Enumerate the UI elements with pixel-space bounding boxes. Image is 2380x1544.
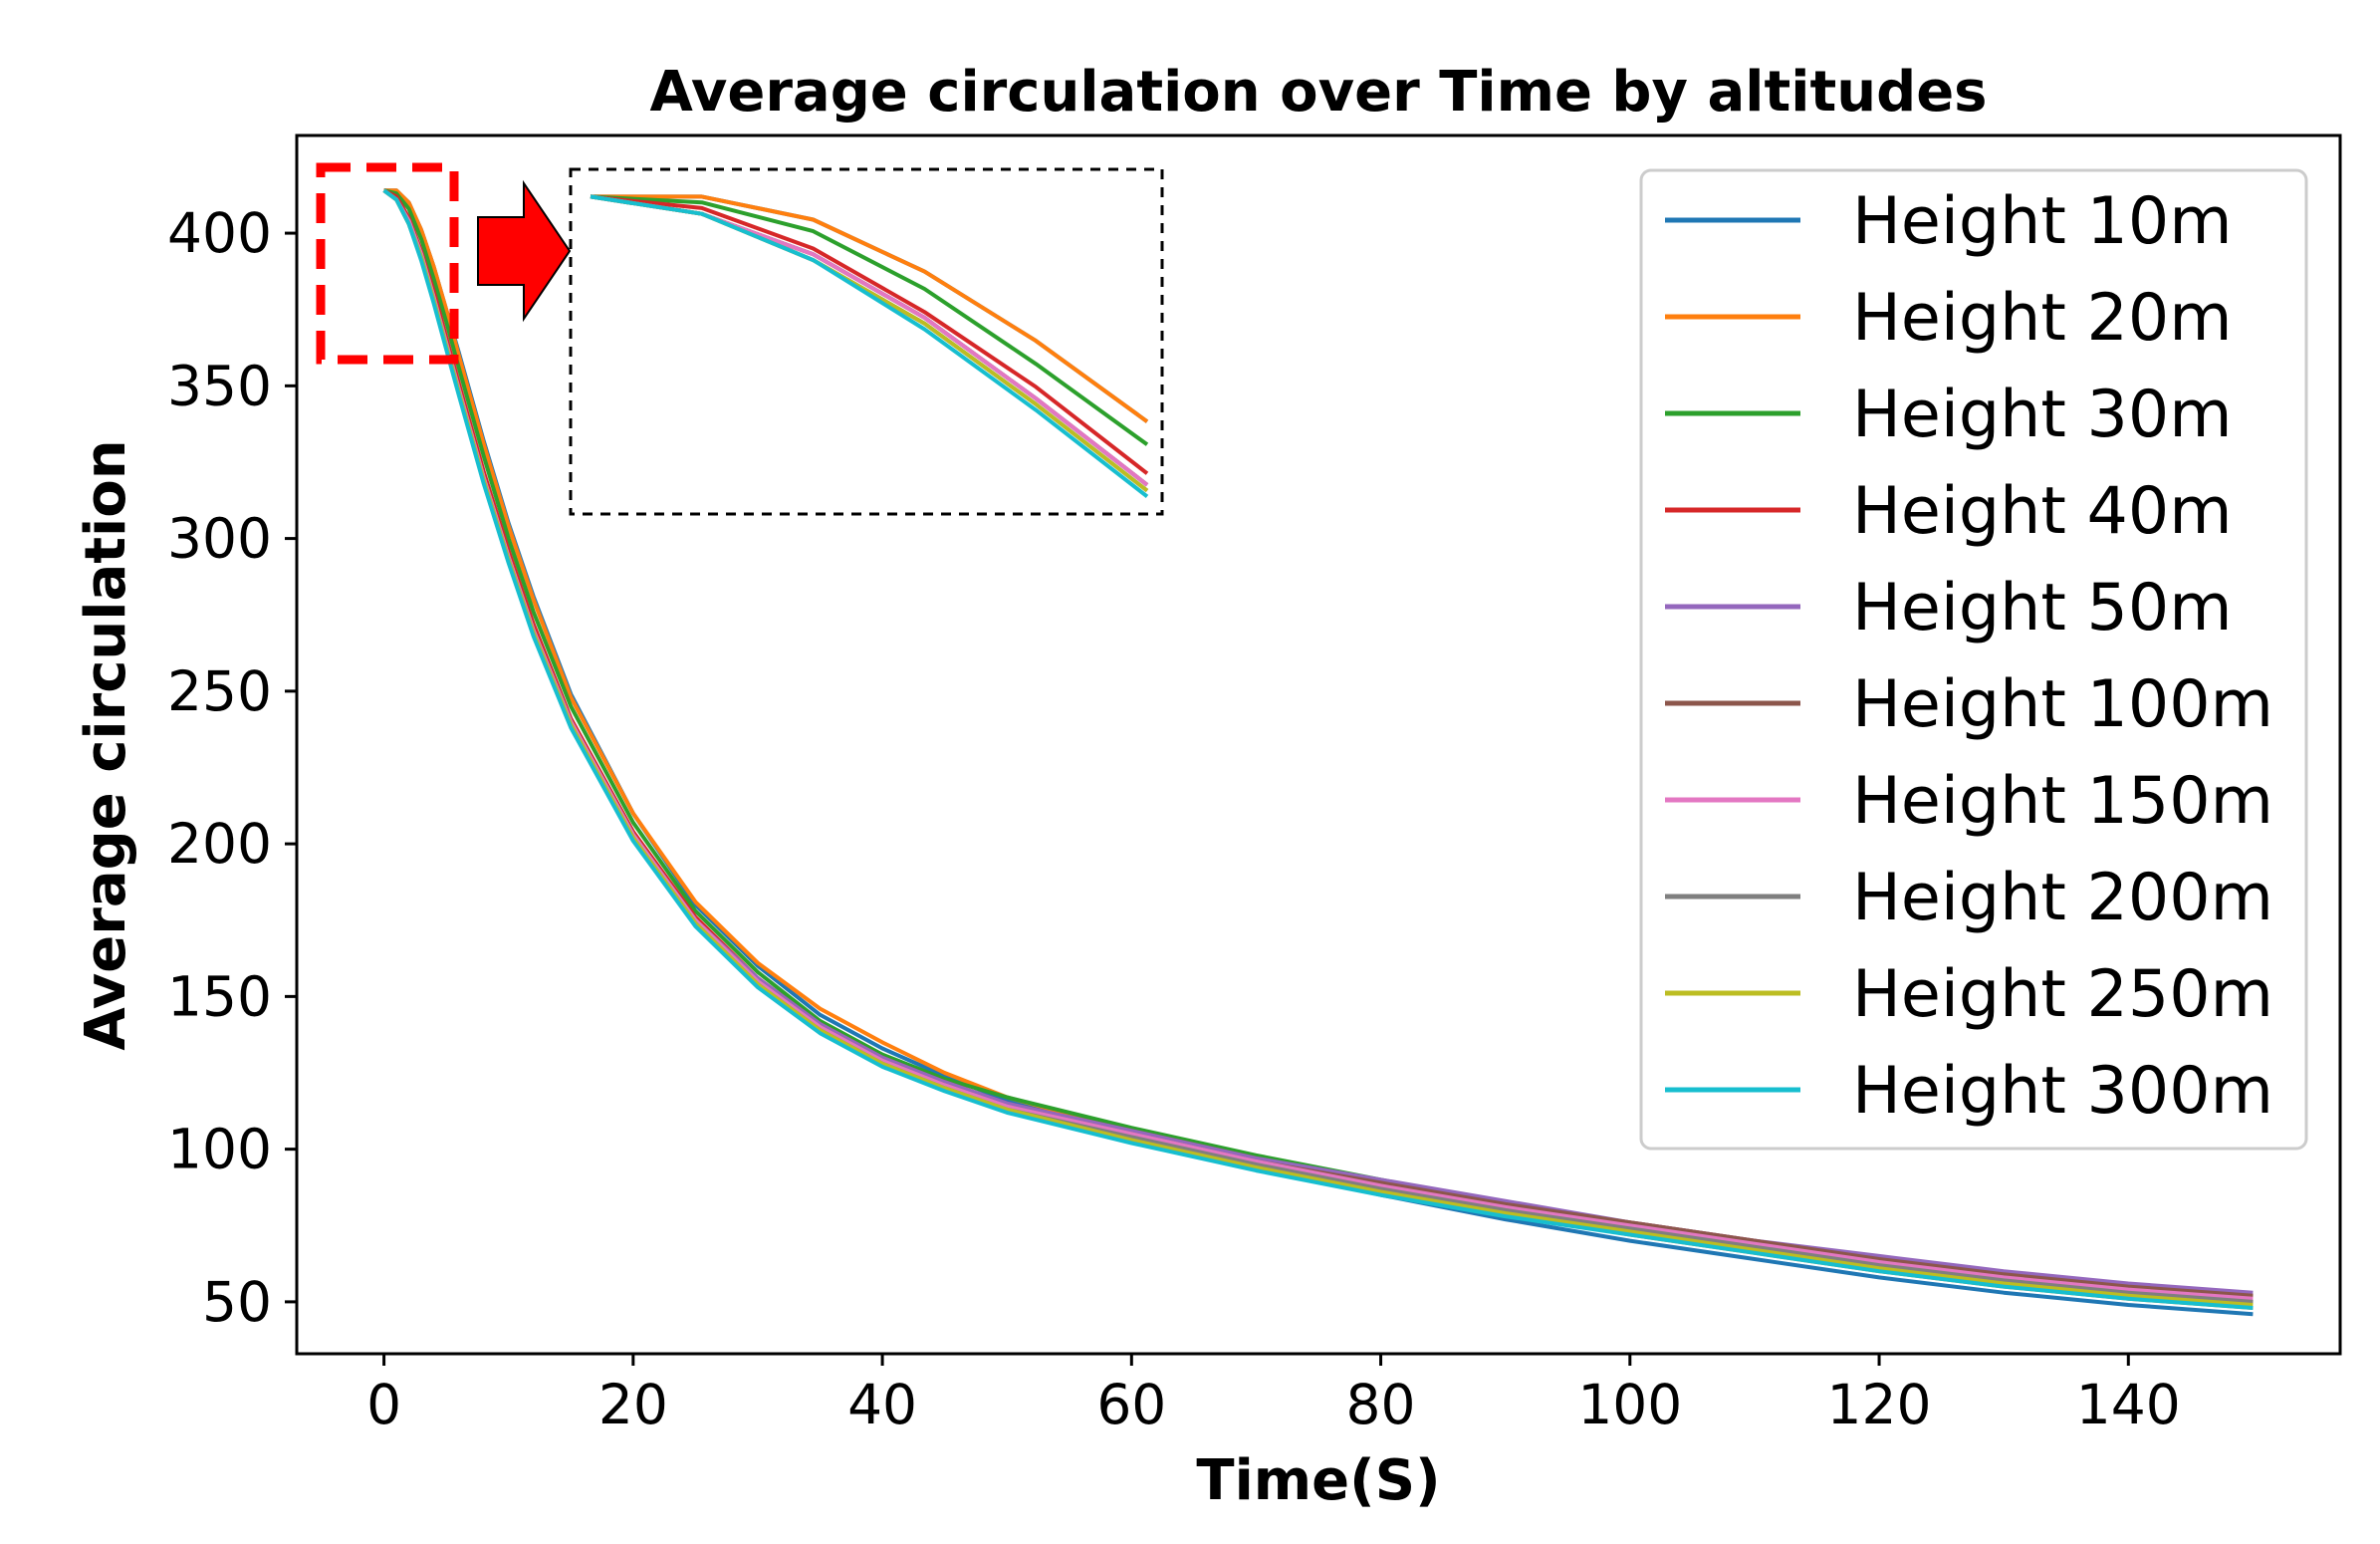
x-tick-label: 40 — [847, 1373, 917, 1436]
y-tick-label: 250 — [167, 659, 272, 723]
inset-line-height-300m — [590, 194, 1149, 498]
inset-line-height-20m — [591, 194, 1149, 423]
x-tick-label: 100 — [1577, 1373, 1682, 1436]
legend: Height 10m Height 20m Height 30m Height 40m… — [1665, 184, 2273, 1129]
x-axis-title: Time(S) — [1196, 1448, 1440, 1513]
x-tick-label: 80 — [1346, 1373, 1416, 1436]
x-tick-label: 120 — [1827, 1373, 1932, 1436]
y-tick-label: 150 — [167, 964, 272, 1028]
legend-label-height-100m: Height 100m — [1852, 667, 2273, 742]
legend-label-height-150m: Height 150m — [1852, 764, 2273, 839]
legend-label-height-250m: Height 250m — [1852, 957, 2273, 1032]
inset-line-height-30m — [590, 194, 1149, 446]
y-tick-label: 400 — [167, 201, 272, 265]
inset-plot-lines — [590, 194, 1149, 498]
legend-label-height-30m: Height 30m — [1852, 378, 2233, 452]
legend-label-height-50m: Height 50m — [1852, 571, 2233, 645]
y-tick-label: 50 — [202, 1270, 272, 1334]
legend-box — [1639, 168, 2308, 1151]
x-tick-label: 20 — [598, 1373, 668, 1436]
x-axis: 0 20 40 60 80 100 120 140 — [366, 1354, 2181, 1436]
y-tick-label: 350 — [167, 354, 272, 417]
y-axis-title: Average circulation — [74, 439, 138, 1050]
series-line-height-300m — [382, 188, 2254, 1310]
y-axis: 50 100 150 200 250 300 350 400 — [167, 201, 297, 1334]
zoom-region-highlight — [316, 162, 459, 365]
plot-area-frame — [295, 133, 2342, 1356]
inset-line-height-40m — [590, 194, 1149, 475]
x-tick-label: 140 — [2076, 1373, 2181, 1436]
chart-title: Average circulation over Time by altitud… — [649, 60, 1987, 125]
x-tick-label: 60 — [1096, 1373, 1166, 1436]
y-tick-label: 200 — [167, 812, 272, 876]
y-tick-label: 300 — [167, 507, 272, 571]
legend-label-height-10m: Height 10m — [1852, 184, 2233, 259]
legend-label-height-300m: Height 300m — [1852, 1054, 2273, 1129]
y-tick-label: 100 — [167, 1118, 272, 1181]
inset-frame — [569, 167, 1164, 516]
zoom-arrow-icon — [477, 179, 572, 323]
legend-label-height-200m: Height 200m — [1852, 861, 2273, 935]
x-tick-label: 0 — [366, 1373, 401, 1436]
legend-label-height-20m: Height 20m — [1852, 281, 2233, 356]
main-plot-lines — [382, 188, 2254, 1317]
legend-label-height-40m: Height 40m — [1852, 474, 2233, 549]
